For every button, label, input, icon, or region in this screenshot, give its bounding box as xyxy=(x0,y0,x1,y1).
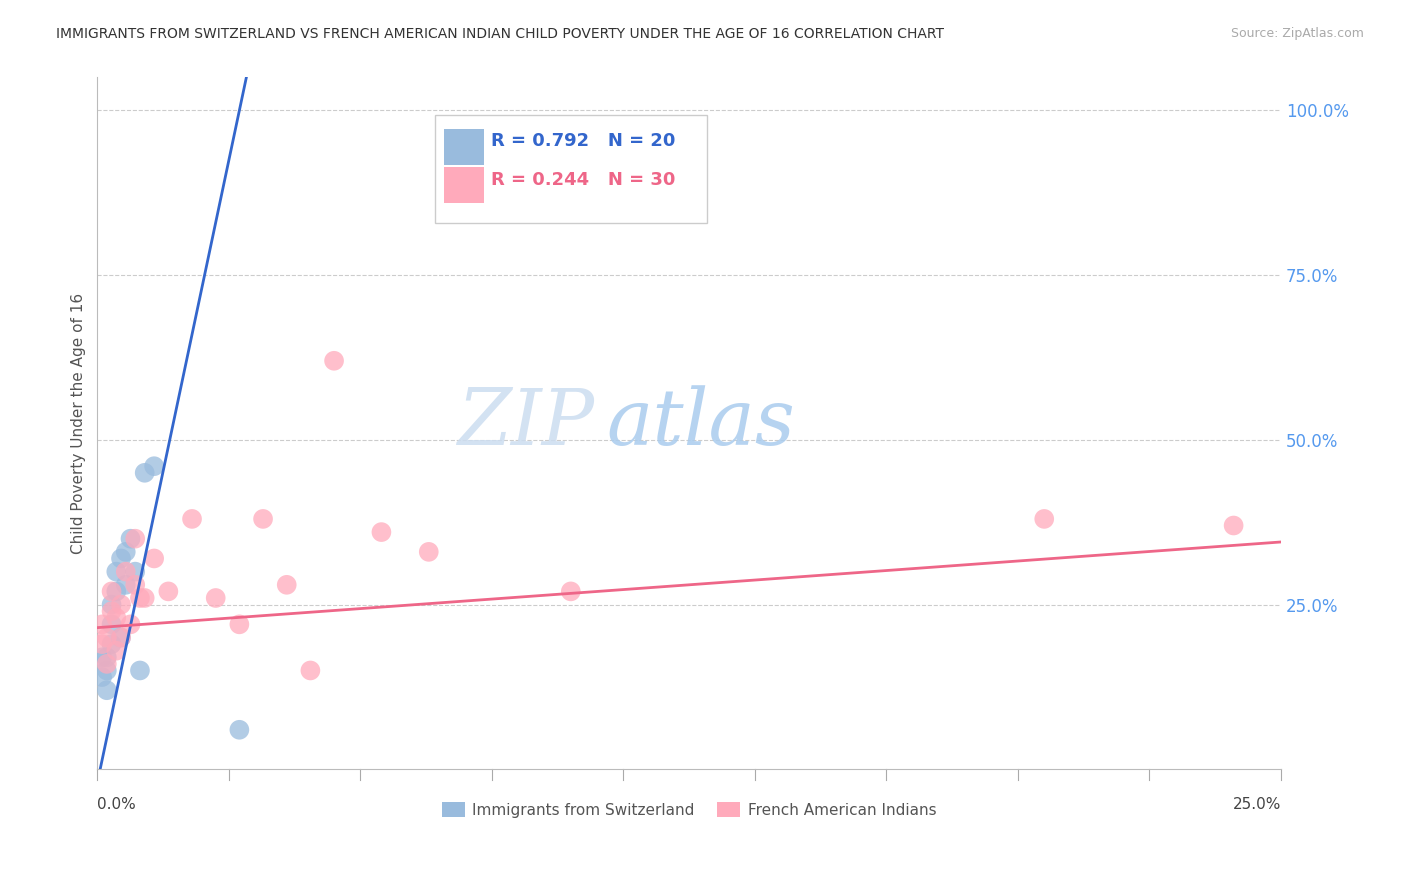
Point xyxy=(100,617,122,632)
Point xyxy=(252,512,274,526)
Point xyxy=(91,617,114,632)
Point xyxy=(120,532,142,546)
Point xyxy=(100,604,122,618)
Point xyxy=(96,683,118,698)
Text: IMMIGRANTS FROM SWITZERLAND VS FRENCH AMERICAN INDIAN CHILD POVERTY UNDER THE AG: IMMIGRANTS FROM SWITZERLAND VS FRENCH AM… xyxy=(56,27,945,41)
Point xyxy=(134,591,156,605)
Point xyxy=(96,650,118,665)
Point xyxy=(91,670,114,684)
Point xyxy=(124,532,146,546)
Point xyxy=(100,584,122,599)
Legend: Immigrants from Switzerland, French American Indians: Immigrants from Switzerland, French Amer… xyxy=(436,796,943,824)
Point xyxy=(105,565,128,579)
Point xyxy=(91,650,114,665)
Point xyxy=(129,664,152,678)
Point xyxy=(276,578,298,592)
Point xyxy=(1033,512,1056,526)
Point xyxy=(228,723,250,737)
Point xyxy=(560,584,582,599)
Point xyxy=(323,353,346,368)
Point xyxy=(96,631,118,645)
Text: ZIP: ZIP xyxy=(457,385,595,461)
Point xyxy=(370,525,392,540)
Text: R = 0.244   N = 30: R = 0.244 N = 30 xyxy=(492,171,676,189)
Point xyxy=(91,637,114,651)
Point xyxy=(105,611,128,625)
FancyBboxPatch shape xyxy=(434,115,707,223)
Point xyxy=(124,578,146,592)
Text: atlas: atlas xyxy=(606,385,794,461)
Point xyxy=(299,664,322,678)
Point xyxy=(105,584,128,599)
FancyBboxPatch shape xyxy=(444,129,485,165)
Point xyxy=(96,657,118,671)
Point xyxy=(100,598,122,612)
Point xyxy=(120,617,142,632)
Text: Source: ZipAtlas.com: Source: ZipAtlas.com xyxy=(1230,27,1364,40)
Point xyxy=(105,643,128,657)
Point xyxy=(110,598,132,612)
Point xyxy=(114,545,136,559)
Point xyxy=(143,459,166,474)
Point xyxy=(110,631,132,645)
Text: R = 0.792   N = 20: R = 0.792 N = 20 xyxy=(492,132,676,150)
FancyBboxPatch shape xyxy=(444,168,485,203)
Point xyxy=(100,637,122,651)
Text: 0.0%: 0.0% xyxy=(97,797,136,812)
Point xyxy=(418,545,440,559)
Point xyxy=(110,551,132,566)
Y-axis label: Child Poverty Under the Age of 16: Child Poverty Under the Age of 16 xyxy=(72,293,86,554)
Point xyxy=(114,578,136,592)
Point xyxy=(110,631,132,645)
Point xyxy=(157,584,180,599)
Point xyxy=(134,466,156,480)
Point xyxy=(129,591,152,605)
Point xyxy=(143,551,166,566)
Point xyxy=(181,512,204,526)
Point xyxy=(204,591,226,605)
Text: 25.0%: 25.0% xyxy=(1233,797,1281,812)
Point xyxy=(96,664,118,678)
Point xyxy=(114,565,136,579)
Point xyxy=(124,565,146,579)
Point xyxy=(228,617,250,632)
Point xyxy=(1222,518,1244,533)
